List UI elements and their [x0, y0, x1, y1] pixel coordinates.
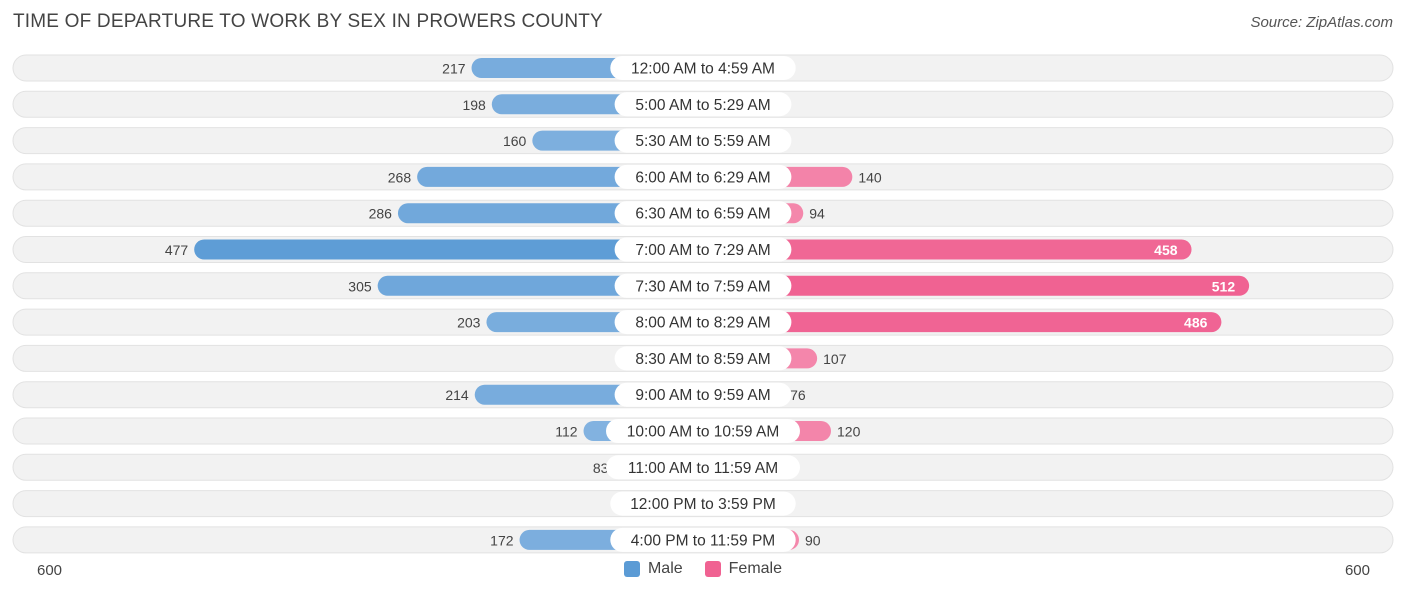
category-label-bg: [614, 164, 792, 189]
category-label: 12:00 PM to 3:59 PM: [630, 496, 776, 513]
category-label: 10:00 AM to 10:59 AM: [627, 424, 780, 441]
category-label: 7:30 AM to 7:59 AM: [635, 278, 770, 295]
category-label: 12:00 AM to 4:59 AM: [631, 61, 775, 78]
legend-item-female: Female: [704, 560, 783, 578]
category-label: 6:30 AM to 6:59 AM: [635, 206, 770, 223]
category-label-bg: [610, 491, 796, 516]
female-bar: [693, 275, 1250, 296]
legend-item-male: Male: [623, 560, 683, 578]
category-label-bg: [614, 128, 792, 153]
male-value-label: 198: [462, 97, 486, 113]
female-value-label: 458: [1154, 242, 1178, 258]
female-value-label: 107: [823, 351, 847, 367]
female-value-label: 486: [1184, 315, 1208, 331]
category-label: 11:00 AM to 11:59 AM: [628, 460, 778, 477]
category-label-bg: [614, 310, 792, 335]
source-credit: Source: ZipAtlas.com: [1250, 14, 1393, 31]
diverging-bar-chart: 2171912:00 AM to 4:59 AM198285:00 AM to …: [12, 54, 1394, 554]
male-bar: [194, 239, 713, 260]
category-label-bg: [614, 382, 792, 407]
female-value-label: 512: [1212, 278, 1236, 294]
male-value-label: 286: [369, 206, 393, 222]
category-label: 7:00 AM to 7:29 AM: [635, 242, 770, 259]
category-label-bg: [606, 419, 800, 443]
female-bar: [693, 312, 1222, 333]
category-label-bg: [614, 346, 792, 371]
category-label: 5:30 AM to 5:59 AM: [635, 133, 770, 150]
category-label: 8:30 AM to 8:59 AM: [635, 351, 770, 368]
legend-male-label: Male: [647, 560, 683, 577]
male-value-label: 112: [555, 424, 578, 440]
category-label-bg: [614, 237, 792, 262]
male-value-label: 160: [503, 133, 527, 149]
category-label: 9:00 AM to 9:59 AM: [635, 387, 770, 404]
category-label: 4:00 PM to 11:59 PM: [631, 532, 775, 549]
category-label-bg: [606, 455, 800, 480]
category-label: 8:00 AM to 8:29 AM: [635, 315, 770, 332]
male-value-label: 203: [457, 315, 481, 331]
category-label: 5:00 AM to 5:29 AM: [635, 97, 770, 114]
chart-title: TIME OF DEPARTURE TO WORK BY SEX IN PROW…: [13, 11, 603, 32]
male-value-label: 305: [348, 278, 372, 294]
category-label: 6:00 AM to 6:29 AM: [635, 169, 770, 186]
category-label-bg: [614, 201, 792, 226]
female-value-label: 90: [805, 532, 821, 548]
female-value-label: 140: [858, 169, 882, 185]
legend-female-label: Female: [728, 560, 783, 577]
male-value-label: 172: [490, 532, 514, 548]
male-value-label: 83: [593, 460, 609, 476]
axis-right-label: 600: [1344, 562, 1370, 579]
category-label-bg: [610, 56, 796, 80]
axis-left-label: 600: [37, 562, 63, 579]
male-swatch: [623, 561, 640, 577]
legend: Male Female: [0, 560, 1406, 578]
male-value-label: 214: [445, 387, 469, 403]
female-value-label: 94: [809, 206, 825, 222]
category-label-bg: [614, 273, 792, 298]
category-label-bg: [610, 527, 796, 552]
female-bar: [693, 239, 1192, 260]
category-label-bg: [614, 92, 792, 117]
male-value-label: 477: [165, 242, 189, 258]
male-value-label: 268: [388, 169, 412, 185]
male-value-label: 217: [442, 61, 466, 77]
female-value-label: 120: [837, 424, 861, 440]
female-value-label: 76: [790, 387, 806, 403]
female-swatch: [704, 561, 721, 577]
